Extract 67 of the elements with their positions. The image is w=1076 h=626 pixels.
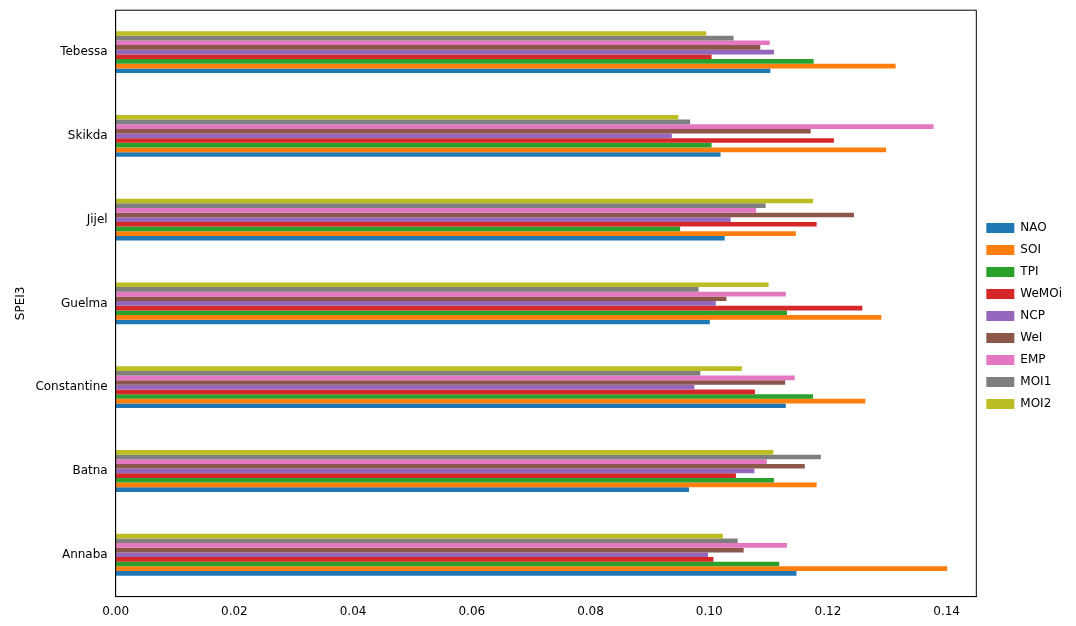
y-axis-title: SPEI3	[13, 286, 28, 321]
bar	[115, 487, 690, 492]
bar	[115, 450, 774, 455]
bar	[115, 231, 796, 236]
bar	[115, 571, 797, 576]
x-tick-label: 0.04	[339, 603, 367, 618]
x-tick-label: 0.08	[577, 603, 604, 618]
y-tick-label: Batna	[72, 463, 108, 478]
bar	[115, 31, 707, 36]
bar	[115, 217, 731, 222]
bar	[115, 552, 709, 558]
bar	[115, 54, 712, 60]
y-tick-label: Skikda	[67, 127, 108, 142]
bar	[115, 235, 725, 241]
bar	[115, 310, 787, 316]
legend-label: NAO	[1020, 220, 1047, 235]
bar	[115, 40, 770, 46]
y-tick-label: Jijel	[85, 211, 108, 226]
bar	[115, 152, 721, 157]
x-tick-label: 0.14	[933, 603, 960, 618]
x-tick-label: 0.00	[102, 603, 130, 618]
bar	[115, 394, 814, 399]
bar	[115, 282, 769, 288]
x-tick-label: 0.06	[458, 603, 486, 618]
bar	[115, 403, 786, 409]
bar	[115, 128, 811, 134]
bar	[115, 296, 727, 302]
bar	[115, 138, 834, 143]
y-tick-label: Guelma	[61, 295, 108, 310]
bar	[115, 147, 887, 153]
bar	[115, 477, 774, 483]
bar	[115, 59, 814, 64]
legend-label: MOI1	[1020, 374, 1052, 389]
bar	[115, 301, 716, 306]
legend-label: WeI	[1020, 330, 1043, 345]
y-tick-label: Constantine	[35, 379, 108, 394]
bar	[115, 389, 755, 395]
bar	[115, 459, 767, 464]
legend-label: SOI	[1020, 242, 1041, 257]
bar	[115, 463, 805, 469]
bar	[115, 207, 757, 213]
bar	[115, 45, 761, 50]
x-tick-label: 0.10	[695, 603, 723, 618]
bar	[115, 114, 679, 120]
y-tick-label: Annaba	[61, 546, 108, 561]
legend-label: EMP	[1020, 352, 1046, 367]
x-tick-label: 0.12	[814, 603, 842, 618]
bar	[115, 370, 701, 376]
bar	[115, 557, 714, 562]
bar	[115, 287, 699, 292]
bar	[115, 203, 766, 208]
legend-label: WeMOi	[1020, 286, 1063, 301]
legend-label: MOI2	[1020, 396, 1052, 411]
bar	[115, 566, 948, 571]
bar	[115, 380, 786, 385]
bar	[115, 68, 771, 74]
bar	[115, 366, 742, 371]
bar	[115, 543, 787, 548]
bar	[115, 315, 882, 320]
legend-label: NCP	[1020, 308, 1045, 323]
bar	[115, 473, 736, 478]
bar	[115, 124, 934, 129]
legend-label: TPI	[1019, 264, 1039, 279]
bar	[115, 221, 817, 227]
y-tick-label: Tebessa	[59, 44, 108, 59]
bar	[115, 538, 738, 544]
x-tick-label: 0.02	[221, 603, 248, 618]
